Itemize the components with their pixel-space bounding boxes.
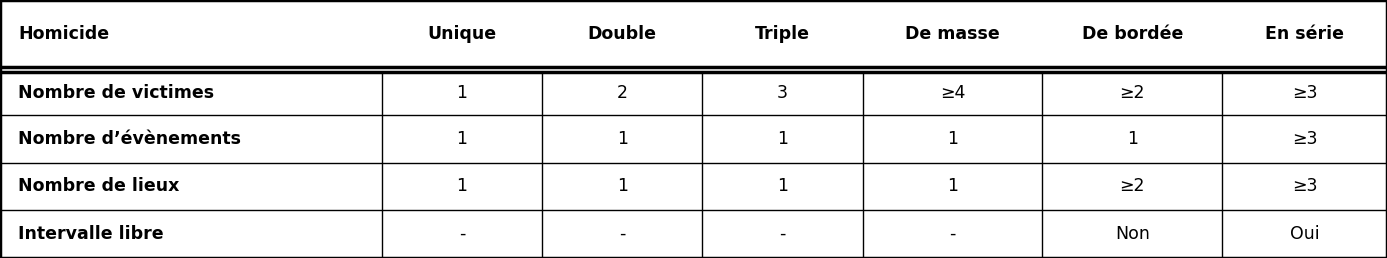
Text: 2: 2 [617, 84, 628, 102]
Text: 1: 1 [777, 130, 788, 148]
Text: Non: Non [1115, 225, 1150, 243]
Text: ≥3: ≥3 [1291, 178, 1318, 195]
Text: ≥3: ≥3 [1291, 84, 1318, 102]
Text: ≥3: ≥3 [1291, 130, 1318, 148]
Text: 1: 1 [617, 130, 628, 148]
Text: -: - [619, 225, 626, 243]
Text: Oui: Oui [1290, 225, 1319, 243]
Text: Nombre de victimes: Nombre de victimes [18, 84, 214, 102]
Text: Nombre de lieux: Nombre de lieux [18, 178, 179, 195]
Text: Unique: Unique [427, 25, 497, 43]
Text: Intervalle libre: Intervalle libre [18, 225, 164, 243]
Text: 1: 1 [456, 178, 467, 195]
Text: Homicide: Homicide [18, 25, 110, 43]
Text: 1: 1 [617, 178, 628, 195]
Text: De bordée: De bordée [1082, 25, 1183, 43]
Text: En série: En série [1265, 25, 1344, 43]
Text: Triple: Triple [755, 25, 810, 43]
Text: ≥2: ≥2 [1119, 178, 1146, 195]
Text: 1: 1 [456, 84, 467, 102]
Text: 1: 1 [777, 178, 788, 195]
Text: 1: 1 [1126, 130, 1137, 148]
Text: De masse: De masse [906, 25, 1000, 43]
Text: -: - [459, 225, 465, 243]
Text: 1: 1 [947, 178, 958, 195]
Text: 1: 1 [456, 130, 467, 148]
Text: -: - [950, 225, 956, 243]
Text: ≥2: ≥2 [1119, 84, 1146, 102]
Text: 3: 3 [777, 84, 788, 102]
Text: Nombre d’évènements: Nombre d’évènements [18, 130, 241, 148]
Text: 1: 1 [947, 130, 958, 148]
Text: ≥4: ≥4 [940, 84, 965, 102]
Text: Double: Double [588, 25, 657, 43]
Text: -: - [779, 225, 786, 243]
